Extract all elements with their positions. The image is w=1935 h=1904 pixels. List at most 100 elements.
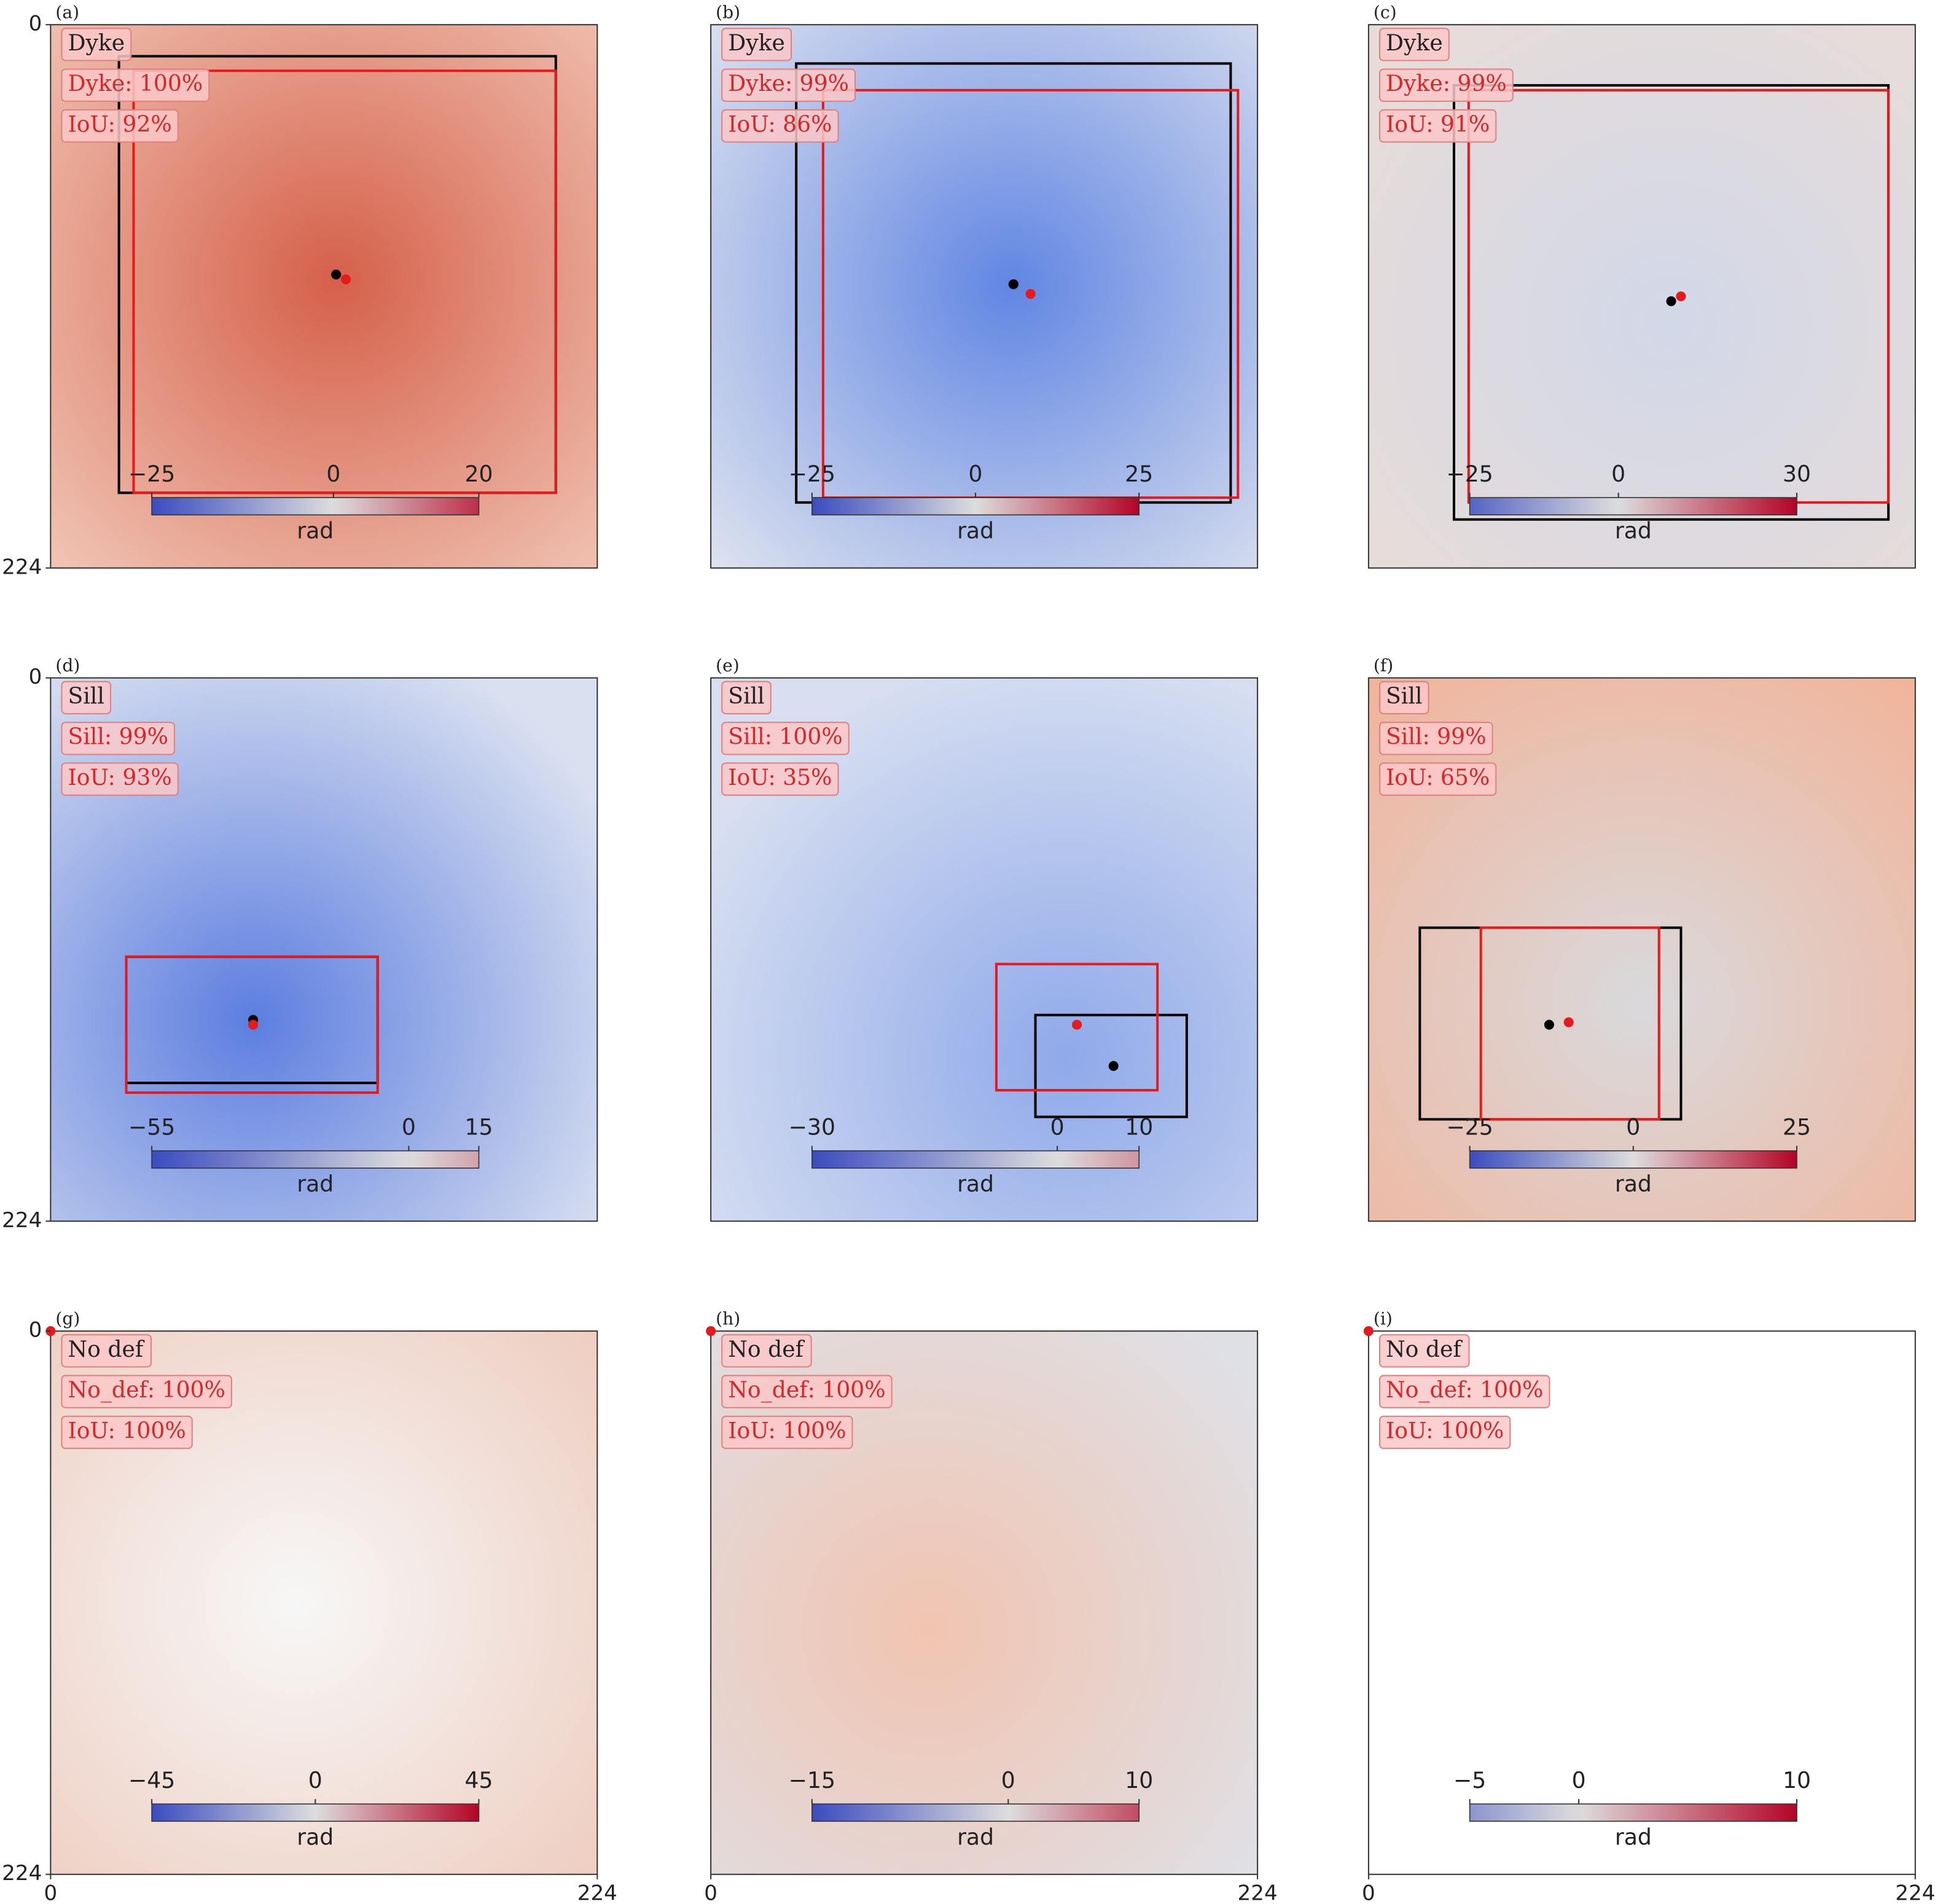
x-tick-label: 0	[44, 1881, 58, 1904]
tag-prediction: Sill: 99%	[68, 724, 168, 750]
colorbar	[811, 1803, 1140, 1822]
x-tick-label: 0	[1362, 1881, 1375, 1904]
tag-prediction: Dyke: 99%	[728, 70, 849, 96]
tag-iou: IoU: 92%	[68, 111, 171, 138]
tag-box	[721, 28, 792, 61]
colorbar	[151, 497, 480, 516]
panel-label: (g)	[55, 1309, 80, 1329]
panel-label: (i)	[1374, 1309, 1393, 1329]
tag-prediction: Dyke: 99%	[1386, 70, 1507, 96]
predicted-centre	[1676, 291, 1686, 302]
x-tick-label: 224	[1238, 1881, 1278, 1904]
colorbar-tick-label: 0	[1050, 1114, 1065, 1140]
colorbar-tick-label: −25	[128, 461, 175, 487]
tag-prediction: No_def: 100%	[68, 1376, 225, 1403]
tag-box	[61, 722, 175, 755]
panel: (e) Sill Sill: 100% IoU: 35% −30 0 10 rad	[710, 655, 1259, 1222]
panel: (f) Sill Sill: 99% IoU: 65% −25 0 25 rad	[1367, 655, 1916, 1222]
x-tick-label: 224	[1895, 1881, 1935, 1904]
colorbar-tick-label: 10	[1125, 1114, 1153, 1140]
tag-prediction: Sill: 100%	[728, 724, 842, 750]
tag-box	[1378, 762, 1497, 796]
panel-label: (h)	[716, 1309, 740, 1329]
tag-box	[1378, 109, 1497, 143]
tag-box	[1378, 68, 1514, 102]
true-centre	[1108, 1061, 1119, 1071]
predicted-centre	[1563, 1017, 1574, 1028]
predicted-centre	[1072, 1020, 1082, 1030]
tag-box	[721, 681, 772, 715]
colorbar	[151, 1150, 480, 1169]
panel-label: (c)	[1374, 2, 1397, 23]
colorbar	[811, 1150, 1140, 1169]
panel: (i) No def No_def: 100% IoU: 100% −5 0 10 rad 0 2…	[1362, 1309, 1935, 1904]
y-tick-label: 0	[29, 665, 42, 689]
tag-iou: IoU: 100%	[728, 1418, 846, 1444]
colorbar-tick-label: −25	[1446, 461, 1493, 487]
tag-box	[1378, 1334, 1470, 1368]
colorbar-tick-label: −55	[128, 1114, 175, 1140]
axes-frame	[710, 1330, 1259, 1875]
colorbar-tick-label: 25	[1125, 461, 1153, 487]
tag-label: No def	[728, 1336, 805, 1362]
tag-box	[1378, 681, 1429, 715]
tag-prediction: No_def: 100%	[1386, 1376, 1543, 1403]
colorbar-label: rad	[297, 1824, 334, 1850]
colorbar-tick-label: 0	[1611, 461, 1625, 487]
panel: (d) Sill Sill: 99% IoU: 93% −55 0 15 rad 0 224	[2, 655, 598, 1233]
colorbar	[1469, 1150, 1797, 1169]
true-box	[1034, 1013, 1188, 1118]
colorbar-tick-label: 30	[1783, 461, 1811, 487]
tag-prediction: No_def: 100%	[728, 1376, 885, 1403]
axes-frame	[1367, 1330, 1916, 1875]
axes-frame	[50, 1330, 598, 1875]
tag-box	[61, 681, 111, 715]
tag-box	[721, 1375, 893, 1408]
tag-iou: IoU: 91%	[1386, 111, 1490, 138]
colorbar-tick-label: −25	[1446, 1114, 1493, 1140]
true-centre	[331, 269, 342, 279]
tag-box	[61, 68, 210, 102]
panel: (g) No def No_def: 100% IoU: 100% −45 0 45 rad 0…	[2, 1309, 617, 1904]
predicted-centre	[1363, 1326, 1374, 1336]
colorbar-label: rad	[957, 517, 994, 544]
colorbar-label: rad	[957, 1171, 994, 1197]
colorbar-tick-label: −15	[789, 1767, 835, 1793]
tag-label: Sill	[68, 682, 104, 709]
panel-label: (b)	[716, 2, 740, 23]
axes-frame	[1367, 677, 1916, 1222]
tag-iou: IoU: 86%	[728, 111, 832, 138]
tag-box	[1378, 1375, 1550, 1408]
predicted-centre	[248, 1020, 259, 1030]
panel-label: (d)	[55, 655, 80, 676]
tag-box	[1378, 722, 1493, 755]
tag-box	[721, 109, 839, 143]
colorbar-tick-label: −25	[789, 461, 835, 487]
tag-box	[721, 68, 856, 102]
panel-label: (e)	[716, 655, 740, 676]
tag-label: Sill	[728, 682, 764, 709]
tag-box	[721, 762, 839, 796]
colorbar-tick-label: −5	[1453, 1767, 1486, 1793]
y-tick-label: 224	[2, 555, 42, 579]
axes-frame	[1367, 24, 1916, 569]
tag-box	[61, 762, 179, 796]
tag-box	[1378, 28, 1450, 61]
predicted-centre	[341, 274, 351, 284]
predicted-box	[125, 955, 379, 1094]
tag-box	[61, 109, 179, 143]
tag-iou: IoU: 65%	[1386, 764, 1490, 790]
colorbar-tick-label: 0	[326, 461, 340, 487]
true-centre	[1666, 296, 1676, 306]
y-tick-label: 0	[29, 12, 42, 36]
colorbar-label: rad	[1615, 1824, 1652, 1850]
colorbar-tick-label: −45	[128, 1767, 175, 1793]
axes-frame	[710, 24, 1259, 569]
panel: (c) Dyke Dyke: 99% IoU: 91% −25 0 30 rad	[1367, 2, 1916, 569]
x-tick-label: 224	[577, 1881, 617, 1904]
tag-box	[721, 1334, 812, 1368]
colorbar-label: rad	[297, 1171, 334, 1197]
axes-frame	[50, 24, 598, 569]
colorbar-label: rad	[1615, 517, 1652, 544]
